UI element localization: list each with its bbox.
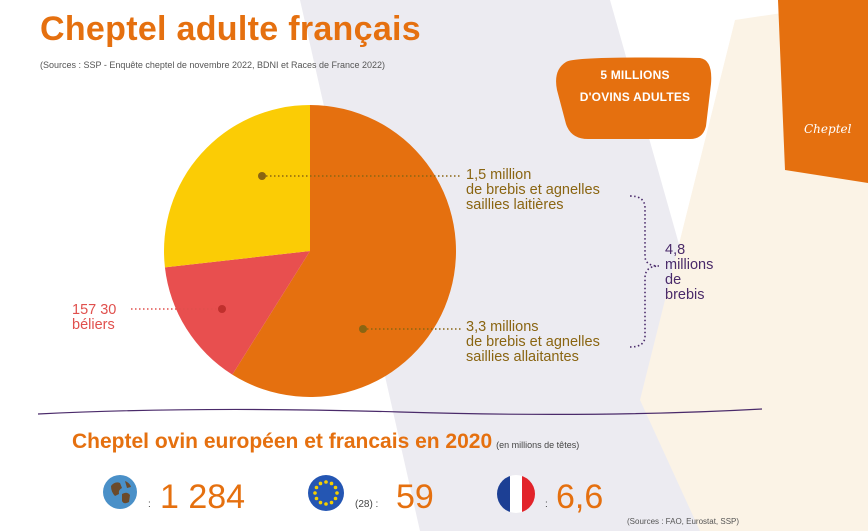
label-line: de brebis et agnelles xyxy=(466,334,600,350)
badge-line-1: 5 MILLIONS xyxy=(600,68,670,82)
eu-flag-icon xyxy=(308,475,344,511)
fr-separator: : xyxy=(545,499,548,510)
label-line: 3,3 millions xyxy=(466,319,539,335)
label-line: saillies laitières xyxy=(466,197,564,213)
eu-star xyxy=(324,502,328,506)
dot-beliers xyxy=(218,305,226,313)
page-title: Cheptel adulte français xyxy=(40,10,421,48)
eu-separator: (28) : xyxy=(355,499,379,510)
label-line: 4,8 xyxy=(665,242,686,258)
section-title-text: Cheptel ovin européen et francais en 202… xyxy=(72,430,493,453)
eu-star xyxy=(333,485,338,490)
label-allaitantes: 3,3 millions de brebis et agnelles saill… xyxy=(466,320,600,365)
label-brebis-total: 4,8 millions de brebis xyxy=(665,243,713,303)
pie-slice-0 xyxy=(232,105,456,397)
label-line: de xyxy=(665,272,682,288)
eu-star xyxy=(318,500,323,505)
globe-separator: : xyxy=(148,499,151,510)
dot-laitieres xyxy=(258,172,266,180)
world-value: 1 284 xyxy=(160,478,246,516)
dot-allaitantes xyxy=(359,325,367,333)
label-line: 157 30 xyxy=(72,302,117,318)
section-title: Cheptel ovin européen et francais en 202… xyxy=(72,430,579,454)
eu-star xyxy=(333,496,338,501)
eu-star xyxy=(314,496,319,501)
eu-star xyxy=(318,481,323,486)
pie-slice-2 xyxy=(164,105,310,268)
france-flag-icon xyxy=(497,475,535,513)
eu-star xyxy=(313,491,317,495)
badge-line-2: D'OVINS ADULTES xyxy=(579,90,691,104)
section-unit: (en millions de têtes) xyxy=(496,440,580,450)
eu-star xyxy=(329,500,334,505)
sources-note-2: (Sources : FAO, Eurostat, SSP) xyxy=(627,517,740,526)
label-beliers: 157 30 béliers xyxy=(72,303,128,333)
eu-star xyxy=(329,481,334,486)
sources-note: (Sources : SSP - Enquête cheptel de nove… xyxy=(40,60,386,70)
side-tab-label: Cheptel xyxy=(804,122,852,136)
label-line: béliers xyxy=(72,317,115,333)
eu-star xyxy=(324,480,328,484)
bracket-brebis xyxy=(629,195,660,348)
label-line: saillies allaitantes xyxy=(466,349,579,365)
france-value: 6,6 xyxy=(556,478,604,516)
eu-star xyxy=(314,485,319,490)
label-line: 1,5 million xyxy=(466,167,532,183)
label-line: de brebis et agnelles xyxy=(466,182,600,198)
label-line: brebis xyxy=(665,287,705,303)
side-tab xyxy=(778,0,868,183)
divider-line xyxy=(37,408,763,415)
badge: 5 MILLIONS D'OVINS ADULTES xyxy=(560,64,710,108)
eu-value: 59 xyxy=(396,478,434,516)
globe-icon xyxy=(103,475,137,509)
label-line: millions xyxy=(665,257,714,273)
label-laitieres: 1,5 million de brebis et agnelles sailli… xyxy=(466,168,600,213)
badge-shape xyxy=(556,57,712,139)
eu-star xyxy=(335,491,339,495)
pie-slice-1 xyxy=(164,251,310,375)
